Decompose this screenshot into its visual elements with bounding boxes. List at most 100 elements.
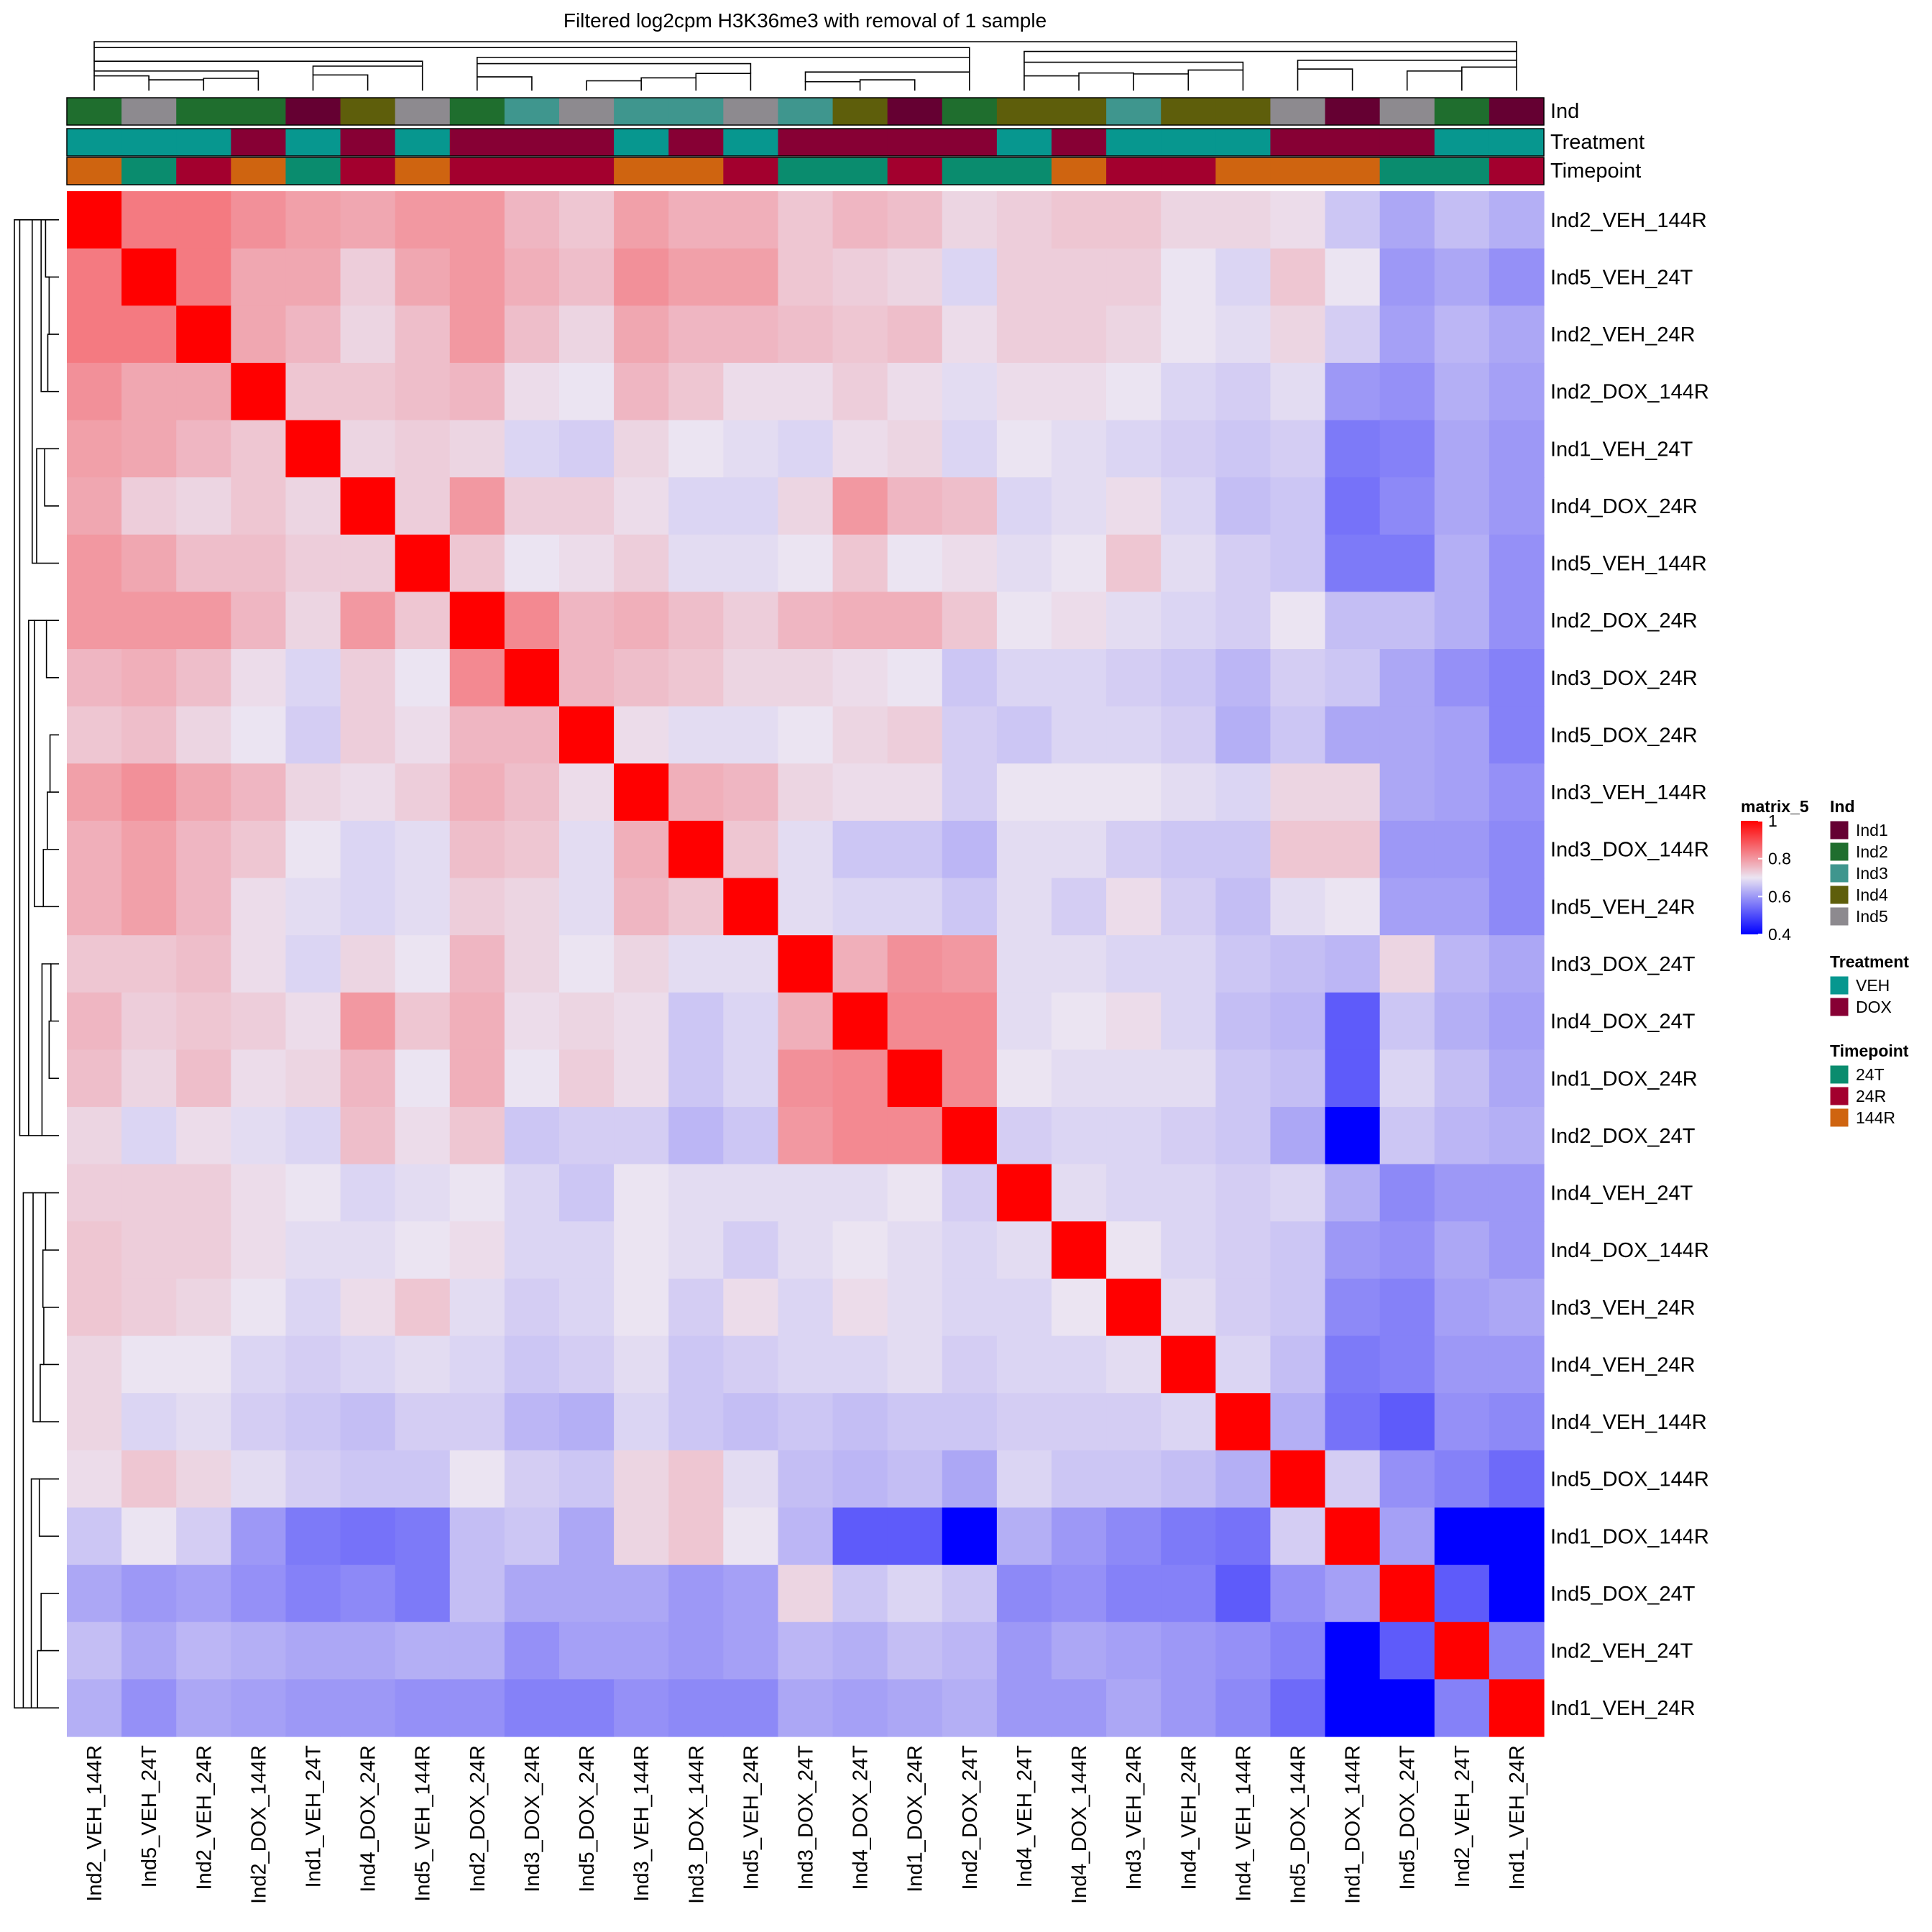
heatmap-cell: [395, 1335, 451, 1394]
heatmap-cell: [1434, 820, 1490, 879]
legend-swatch: [1829, 975, 1849, 995]
heatmap-cell: [778, 992, 834, 1051]
heatmap-cell: [340, 649, 396, 707]
heatmap-cell: [559, 1335, 615, 1394]
dendrogram-branch: [1024, 75, 1080, 91]
legend-swatch: [1829, 1108, 1849, 1128]
heatmap-cell: [176, 1049, 231, 1108]
heatmap-cell: [832, 1450, 888, 1509]
heatmap-cell: [668, 592, 724, 650]
column-label: Ind1_DOX_144R: [1342, 1745, 1365, 1904]
heatmap-cell: [395, 592, 451, 650]
heatmap-cell: [1161, 706, 1216, 764]
heatmap-cell: [942, 477, 998, 535]
heatmap-cell: [887, 362, 943, 421]
heatmap-cell: [449, 706, 505, 764]
heatmap-cell: [176, 1565, 231, 1623]
heatmap-cell: [176, 362, 231, 421]
heatmap-cell: [449, 1450, 505, 1509]
dendrogram-branch: [45, 276, 59, 335]
heatmap-cell: [504, 878, 560, 936]
heatmap-cell: [942, 763, 998, 822]
heatmap-cell: [778, 534, 834, 593]
heatmap-cell: [231, 1164, 287, 1222]
heatmap-cell: [1379, 1049, 1435, 1108]
heatmap-cell: [1489, 191, 1545, 249]
heatmap-cell: [832, 477, 888, 535]
heatmap-cell: [340, 992, 396, 1051]
heatmap-cell: [778, 1393, 834, 1451]
annotation-cell: [996, 157, 1052, 185]
heatmap-cell: [1489, 1565, 1545, 1623]
annotation-cell: [176, 129, 231, 156]
heatmap-cell: [778, 1278, 834, 1337]
heatmap-cell: [1052, 1565, 1107, 1623]
heatmap-cell: [996, 1565, 1052, 1623]
heatmap-cell: [996, 1278, 1052, 1337]
row-label: Ind4_VEH_24R: [1550, 1353, 1696, 1376]
heatmap-cell: [1489, 1164, 1545, 1222]
heatmap-cell: [942, 1565, 998, 1623]
annotation-cell: [1489, 98, 1545, 125]
heatmap-cell: [395, 1393, 451, 1451]
heatmap-cell: [887, 935, 943, 993]
dendrogram-branch: [47, 334, 59, 392]
heatmap-cell: [504, 1335, 560, 1394]
heatmap-cell: [176, 1679, 231, 1737]
annotation-track-label: Timepoint: [1550, 160, 1641, 183]
heatmap-cell: [504, 1107, 560, 1165]
heatmap-cell: [668, 706, 724, 764]
heatmap-cell: [1434, 706, 1490, 764]
heatmap-cell: [614, 935, 669, 993]
heatmap-cell: [723, 1221, 779, 1279]
heatmap-cell: [504, 191, 560, 249]
annotation-cell: [449, 157, 505, 185]
dendrogram-branch: [40, 1593, 59, 1652]
legend-label: Ind1: [1856, 821, 1888, 840]
heatmap-cell: [1052, 1393, 1107, 1451]
heatmap-cell: [614, 1107, 669, 1165]
heatmap-cell: [1270, 420, 1326, 478]
heatmap-cell: [395, 191, 451, 249]
heatmap-cell: [614, 763, 669, 822]
heatmap-cell: [1434, 1450, 1490, 1509]
heatmap-cell: [231, 1622, 287, 1680]
heatmap-cell: [176, 820, 231, 879]
heatmap-cell: [176, 534, 231, 593]
heatmap-cell: [231, 706, 287, 764]
annotation-track-label: Treatment: [1550, 131, 1644, 154]
heatmap-cell: [1161, 763, 1216, 822]
annotation-cell: [395, 129, 451, 156]
annotation-cell: [942, 129, 998, 156]
annotation-cell: [1270, 157, 1326, 185]
heatmap-cell: [1434, 191, 1490, 249]
heatmap-cell: [668, 534, 724, 593]
heatmap-cell: [121, 477, 177, 535]
heatmap-cell: [723, 1565, 779, 1623]
heatmap-cell: [778, 1107, 834, 1165]
heatmap-cell: [1161, 1221, 1216, 1279]
heatmap-cell: [121, 248, 177, 306]
heatmap-cell: [996, 1221, 1052, 1279]
heatmap-cell: [614, 477, 669, 535]
heatmap-cell: [668, 248, 724, 306]
heatmap-cell: [121, 1278, 177, 1337]
row-label: Ind1_DOX_144R: [1550, 1525, 1709, 1548]
chart-title: Filtered log2cpm H3K36me3 with removal o…: [564, 9, 1046, 32]
heatmap-cell: [395, 1565, 451, 1623]
annotation-cell: [449, 98, 505, 125]
heatmap-cell: [887, 706, 943, 764]
heatmap-cell: [723, 362, 779, 421]
heatmap-cell: [1489, 1278, 1545, 1337]
heatmap-cell: [1161, 992, 1216, 1051]
dendrogram-branch: [1461, 66, 1517, 91]
heatmap-cell: [668, 1507, 724, 1565]
heatmap-cell: [942, 420, 998, 478]
heatmap-cell: [559, 1278, 615, 1337]
legend-swatch: [1829, 1086, 1849, 1106]
heatmap-cell: [1052, 1164, 1107, 1222]
heatmap-cell: [1052, 592, 1107, 650]
annotation-cell: [67, 98, 122, 125]
heatmap-cell: [1434, 1164, 1490, 1222]
heatmap-cell: [1379, 763, 1435, 822]
